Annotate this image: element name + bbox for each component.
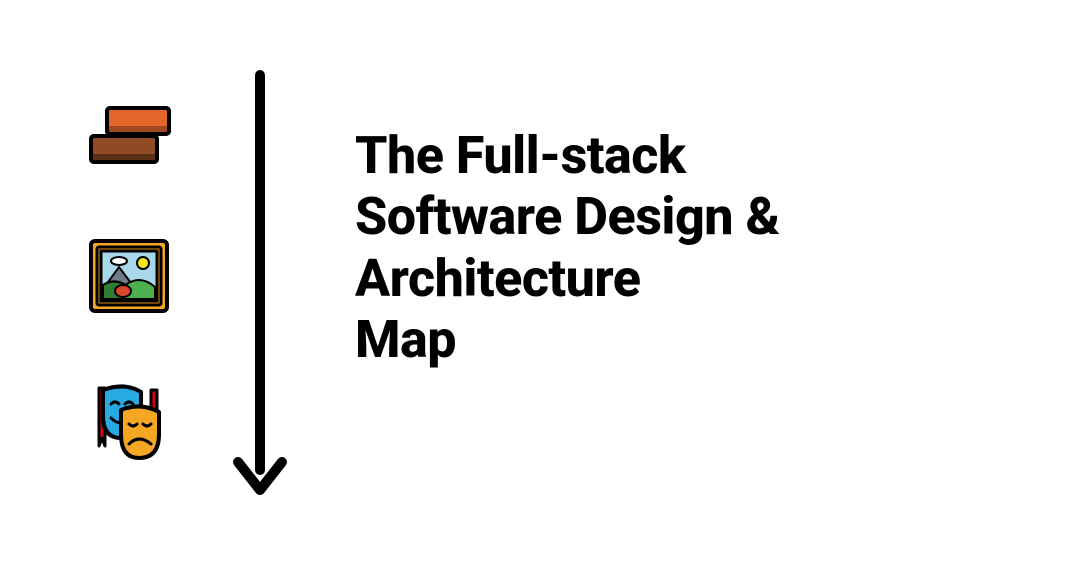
- picture-icon: [85, 233, 173, 321]
- bricks-icon: [85, 90, 173, 178]
- title-line-1: The Full-stack: [355, 125, 995, 186]
- title-line-2: Software Design &: [355, 186, 995, 247]
- theater-masks-icon: [85, 376, 173, 464]
- infographic-canvas: The Full-stack Software Design & Archite…: [0, 0, 1070, 581]
- title-line-4: Map: [355, 309, 995, 370]
- down-arrow-icon: [230, 70, 290, 500]
- icons-column: [85, 90, 173, 464]
- title-line-3: Architecture: [355, 248, 995, 309]
- title: The Full-stack Software Design & Archite…: [355, 125, 995, 370]
